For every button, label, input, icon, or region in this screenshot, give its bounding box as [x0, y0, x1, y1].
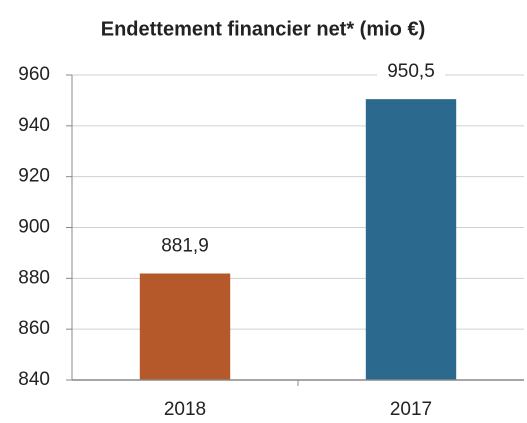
y-tick-label: 960: [18, 64, 50, 85]
y-tick-label: 920: [18, 166, 50, 187]
y-tick-label: 940: [18, 115, 50, 136]
y-tick-label: 880: [18, 267, 50, 288]
bar: [365, 99, 457, 380]
x-tick-label: 2018: [164, 399, 206, 420]
value-label: 881,9: [161, 236, 209, 257]
value-label-bg: [151, 233, 219, 260]
bar: [139, 273, 231, 380]
y-tick-label: 900: [18, 217, 50, 238]
y-tick-label: 860: [18, 318, 50, 339]
value-label-bg: [377, 59, 445, 86]
x-tick-label: 2017: [390, 399, 432, 420]
y-tick-label: 840: [18, 369, 50, 390]
chart-title: Endettement financier net* (mio €): [101, 18, 426, 40]
value-label: 950,5: [387, 61, 435, 82]
